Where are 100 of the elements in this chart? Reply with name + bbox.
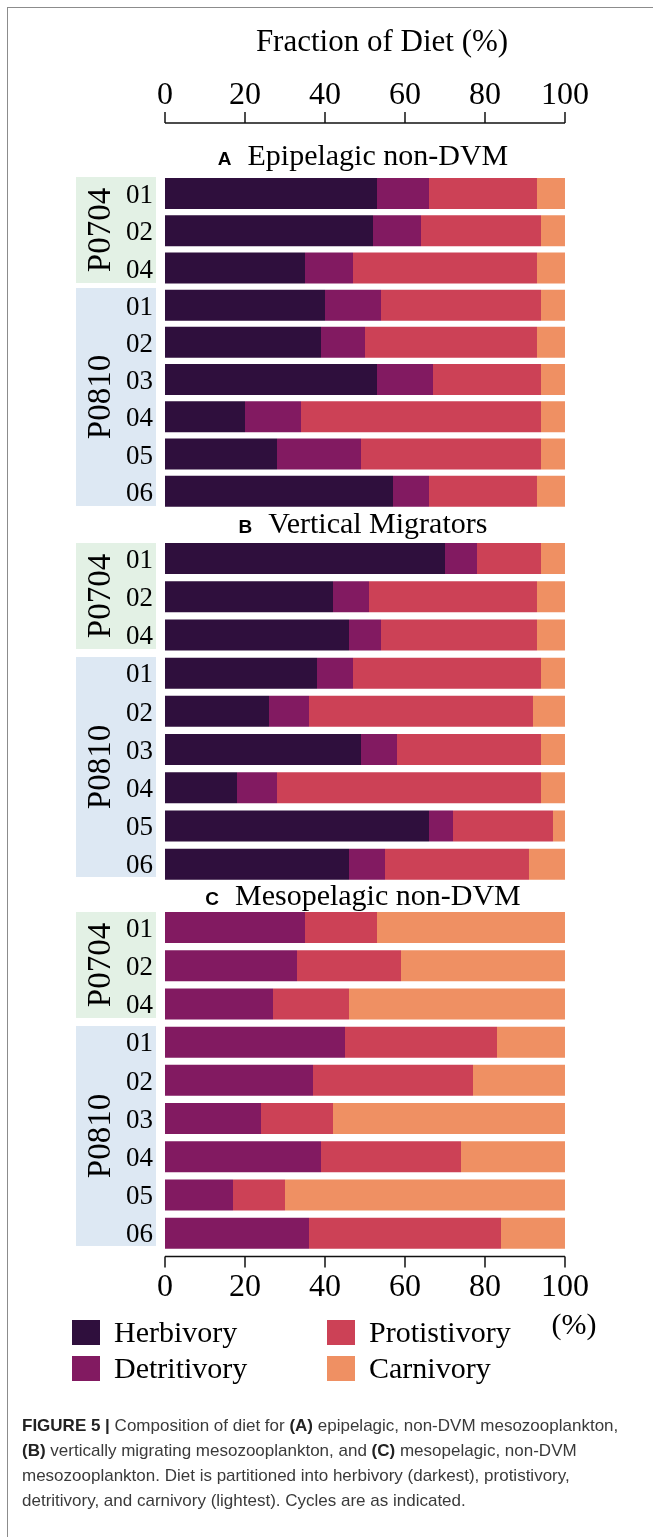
y-tick-label: 01 xyxy=(126,290,153,321)
bar xyxy=(165,771,237,803)
bar xyxy=(165,733,361,765)
bar xyxy=(165,848,349,880)
chart-title: B Vertical Migrators xyxy=(238,506,488,539)
bar xyxy=(165,215,373,247)
bar xyxy=(165,657,317,689)
bar xyxy=(165,618,349,650)
text: P0704 xyxy=(80,922,117,1007)
bar xyxy=(541,401,565,433)
y-tick-label: 02 xyxy=(126,328,153,359)
bar xyxy=(453,809,553,841)
bar xyxy=(528,848,565,880)
bar xyxy=(377,364,433,396)
y-tick-label: 02 xyxy=(126,696,153,727)
y-tick-label: 01 xyxy=(126,657,153,688)
bar xyxy=(540,657,565,689)
bar xyxy=(537,326,565,358)
bar xyxy=(325,289,381,321)
bar xyxy=(165,1217,309,1249)
bar xyxy=(165,475,393,507)
x-tick-label: 100 xyxy=(541,75,589,112)
y-tick-label: 03 xyxy=(126,365,153,396)
bar xyxy=(269,695,309,727)
bar xyxy=(233,1179,285,1211)
y-tick-label: 04 xyxy=(126,1141,154,1172)
bar xyxy=(165,580,333,612)
bar xyxy=(333,1102,565,1134)
y-tick-label: 05 xyxy=(126,439,153,470)
bar xyxy=(353,252,537,284)
bar xyxy=(369,580,537,612)
text: P0810 xyxy=(80,724,117,810)
bar xyxy=(540,542,565,574)
x-tick-label: 60 xyxy=(389,1266,421,1303)
bar xyxy=(381,618,537,650)
legend-label: Carnivory xyxy=(369,1351,491,1384)
y-tick-label: 04 xyxy=(126,988,154,1019)
bar xyxy=(285,1179,565,1211)
bar xyxy=(461,1140,565,1172)
bar xyxy=(536,580,565,612)
bar xyxy=(165,438,277,470)
bar xyxy=(273,988,349,1020)
bar xyxy=(540,733,565,765)
bar xyxy=(165,289,325,321)
bar xyxy=(385,848,529,880)
y-tick-label: 04 xyxy=(126,772,154,803)
bar xyxy=(541,289,565,321)
bar xyxy=(165,949,297,981)
bar xyxy=(349,618,381,650)
bar xyxy=(497,1026,565,1058)
x-tick-label: 0 xyxy=(157,1266,173,1303)
bar xyxy=(361,438,541,470)
bar xyxy=(532,695,565,727)
bar xyxy=(349,848,385,880)
bar xyxy=(361,733,397,765)
bar xyxy=(377,911,565,943)
x-tick-label: 0 xyxy=(157,75,173,112)
text: FIGURE 5 | Composition of diet for (A) epipelagic, non-DVM mesozooplankton, (B) vertically migrating mesozooplankton, and (C) mesopelagic, non-DVM mesozooplankton. Diet is partitioned into herbivory (darkest), protistivory, detritivory, and carnivory (lightest). Cycles are as indicated. xyxy=(22,1416,619,1510)
bar xyxy=(165,178,377,210)
y-tick-label: 02 xyxy=(126,581,153,612)
bar xyxy=(552,809,565,841)
bar xyxy=(345,1026,497,1058)
bar xyxy=(165,252,305,284)
bar xyxy=(321,326,365,358)
y-tick-label: 02 xyxy=(126,950,153,981)
bar xyxy=(165,1026,345,1058)
bar xyxy=(541,438,565,470)
bar xyxy=(473,1064,565,1096)
bar xyxy=(277,771,541,803)
y-tick-label: 04 xyxy=(126,402,154,433)
bar xyxy=(165,1064,313,1096)
bar xyxy=(297,949,401,981)
x-tick-label: 80 xyxy=(469,75,501,112)
y-tick-label: 04 xyxy=(126,619,154,650)
bar xyxy=(373,215,421,247)
bar xyxy=(333,580,369,612)
y-tick-label: 05 xyxy=(126,810,153,841)
y-tick-label: 02 xyxy=(126,216,153,247)
bar xyxy=(317,657,353,689)
bar xyxy=(421,215,541,247)
bar xyxy=(301,401,541,433)
bar xyxy=(393,475,429,507)
y-tick-label: 01 xyxy=(126,1026,153,1057)
bar xyxy=(381,289,541,321)
bar xyxy=(541,215,565,247)
y-tick-label: 06 xyxy=(126,476,153,507)
bar xyxy=(165,988,273,1020)
bar xyxy=(237,771,277,803)
bar xyxy=(165,809,429,841)
bar xyxy=(165,1140,321,1172)
y-tick-label: 05 xyxy=(126,1179,153,1210)
bar xyxy=(365,326,537,358)
bar xyxy=(309,1217,501,1249)
chart-title: A Epipelagic non-DVM xyxy=(217,137,509,171)
bar xyxy=(445,542,477,574)
bar xyxy=(165,695,269,727)
bar xyxy=(165,1102,261,1134)
bar xyxy=(537,475,565,507)
x-tick-label: 40 xyxy=(309,75,341,112)
x-axis-title: Fraction of Diet (%) xyxy=(255,22,509,58)
